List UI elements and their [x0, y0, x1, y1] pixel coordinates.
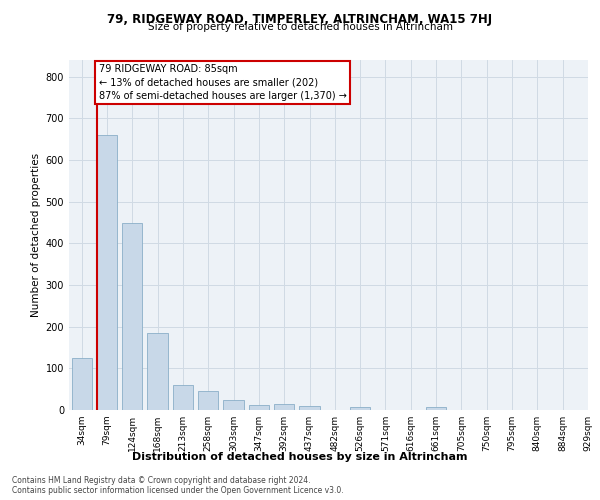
Bar: [71, 358, 92, 410]
Bar: [299, 406, 320, 410]
Text: Contains public sector information licensed under the Open Government Licence v3: Contains public sector information licen…: [12, 486, 344, 495]
Bar: [249, 404, 269, 410]
Bar: [350, 406, 370, 410]
Text: Distribution of detached houses by size in Altrincham: Distribution of detached houses by size …: [132, 452, 468, 462]
Bar: [148, 333, 168, 410]
Text: 79, RIDGEWAY ROAD, TIMPERLEY, ALTRINCHAM, WA15 7HJ: 79, RIDGEWAY ROAD, TIMPERLEY, ALTRINCHAM…: [107, 12, 493, 26]
Bar: [223, 400, 244, 410]
Text: Contains HM Land Registry data © Crown copyright and database right 2024.: Contains HM Land Registry data © Crown c…: [12, 476, 311, 485]
Text: 79 RIDGEWAY ROAD: 85sqm
← 13% of detached houses are smaller (202)
87% of semi-d: 79 RIDGEWAY ROAD: 85sqm ← 13% of detache…: [99, 64, 347, 100]
Bar: [122, 222, 142, 410]
Bar: [426, 407, 446, 410]
Text: Size of property relative to detached houses in Altrincham: Size of property relative to detached ho…: [148, 22, 452, 32]
Bar: [173, 385, 193, 410]
Bar: [274, 404, 295, 410]
Bar: [198, 391, 218, 410]
Bar: [97, 135, 117, 410]
Y-axis label: Number of detached properties: Number of detached properties: [31, 153, 41, 317]
